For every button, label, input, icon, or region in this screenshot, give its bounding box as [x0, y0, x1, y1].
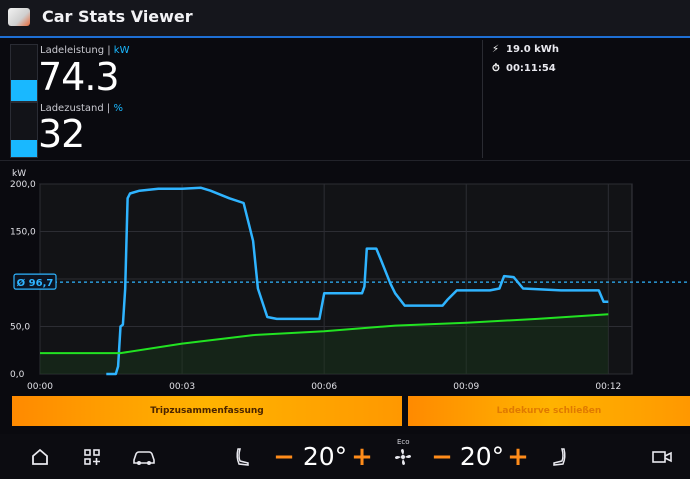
charging-curve-chart: kW 200,0 150,0 50,0 0,0 00:00 00:03 00:06 00:09 0…: [0, 166, 690, 394]
temp-right-increase-button[interactable]: +: [507, 441, 529, 472]
average-label: Ø 96,7: [17, 277, 54, 289]
soc-value: 32: [38, 112, 85, 156]
close-curve-button[interactable]: Ladekurve schließen: [408, 396, 690, 426]
app-header: Car Stats Viewer: [0, 0, 690, 38]
app-logo-icon: [8, 8, 30, 26]
x-tick-label: 00:06: [311, 382, 337, 392]
y-tick-label: 150,0: [10, 228, 36, 238]
duration-row: ⏱ 00:11:54: [492, 63, 556, 74]
temp-left-decrease-button[interactable]: −: [273, 441, 295, 472]
soc-gauge-fill: [11, 139, 37, 157]
soc-label: Ladezustand | %: [40, 103, 123, 114]
y-axis-label: kW: [12, 169, 26, 179]
x-tick-label: 00:03: [169, 382, 195, 392]
x-tick-label: 00:09: [453, 382, 479, 392]
soc-unit: %: [113, 103, 123, 114]
power-value: 74.3: [38, 55, 120, 99]
y-tick-label: 50,0: [10, 323, 30, 333]
duration-value: 00:11:54: [506, 63, 556, 74]
series-line: [106, 186, 609, 376]
temp-right-decrease-button[interactable]: −: [431, 441, 453, 472]
car-icon[interactable]: [128, 434, 160, 479]
temp-left-increase-button[interactable]: +: [351, 441, 373, 472]
seat-heat-left-icon[interactable]: [232, 434, 254, 479]
y-tick-label: 0,0: [10, 370, 25, 380]
trip-summary-button[interactable]: Tripzusammenfassung: [12, 396, 402, 426]
energy-value: 19.0 kWh: [506, 44, 559, 55]
divider: [0, 160, 690, 161]
y-tick-label: 200,0: [10, 180, 36, 190]
stopwatch-icon: ⏱: [492, 63, 500, 74]
seat-heat-right-icon[interactable]: [548, 434, 570, 479]
soc-gauge: [10, 102, 38, 158]
lightning-icon: ⚡: [492, 44, 500, 55]
energy-area: [40, 314, 609, 374]
home-icon[interactable]: [26, 434, 54, 479]
power-gauge: [10, 44, 38, 102]
eco-label: Eco: [397, 438, 410, 446]
camera-icon[interactable]: [648, 434, 676, 479]
energy-row: ⚡ 19.0 kWh: [492, 44, 559, 55]
system-bottom-bar: − 20° + − 20° +: [0, 434, 690, 479]
power-label-text: Ladeleistung |: [40, 45, 114, 56]
x-tick-label: 00:12: [595, 382, 621, 392]
temp-left-value: 20°: [302, 442, 348, 471]
divider: [482, 40, 483, 158]
temp-right-value: 20°: [459, 442, 505, 471]
average-badge: [13, 273, 57, 290]
fan-icon[interactable]: [390, 434, 416, 479]
power-unit: kW: [113, 45, 130, 56]
apps-icon[interactable]: [78, 434, 106, 479]
series-line: [40, 313, 609, 355]
power-gauge-fill: [11, 80, 37, 101]
app-title: Car Stats Viewer: [42, 7, 193, 26]
power-label: Ladeleistung | kW: [40, 45, 129, 56]
soc-label-text: Ladezustand |: [40, 103, 114, 114]
x-tick-label: 00:00: [27, 382, 53, 392]
